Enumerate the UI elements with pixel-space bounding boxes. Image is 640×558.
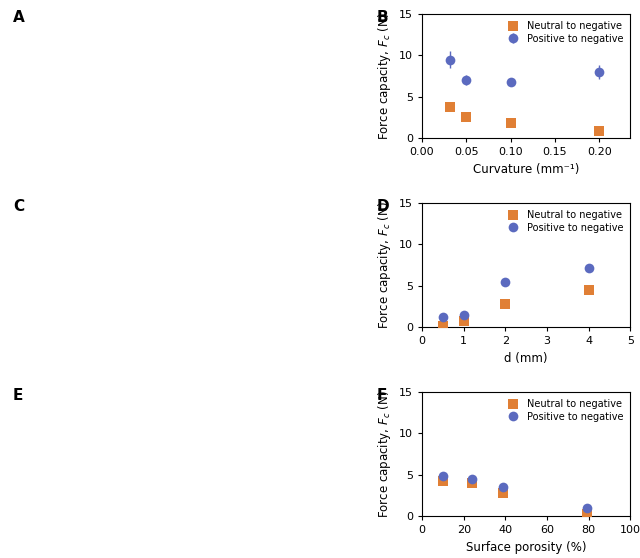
Text: C: C: [13, 199, 24, 214]
Legend: Neutral to negative, Positive to negative: Neutral to negative, Positive to negativ…: [502, 208, 625, 234]
Legend: Neutral to negative, Positive to negative: Neutral to negative, Positive to negativ…: [502, 19, 625, 46]
X-axis label: d (mm): d (mm): [504, 352, 548, 365]
Neutral to negative: [467, 479, 477, 488]
Text: F: F: [376, 388, 387, 403]
Neutral to negative: [438, 321, 448, 330]
Neutral to negative: [500, 300, 511, 309]
Text: A: A: [13, 10, 24, 25]
Y-axis label: Force capacity, $F_c$ (N): Force capacity, $F_c$ (N): [376, 12, 394, 140]
Text: D: D: [376, 199, 389, 214]
Neutral to negative: [506, 119, 516, 128]
Neutral to negative: [445, 102, 456, 111]
Neutral to negative: [582, 509, 592, 518]
Y-axis label: Force capacity, $F_c$ (N): Force capacity, $F_c$ (N): [376, 201, 394, 329]
X-axis label: Surface porosity (%): Surface porosity (%): [466, 541, 586, 554]
Neutral to negative: [461, 112, 472, 121]
Neutral to negative: [438, 477, 448, 486]
Text: E: E: [13, 388, 23, 403]
Y-axis label: Force capacity, $F_c$ (N): Force capacity, $F_c$ (N): [376, 390, 394, 518]
Neutral to negative: [498, 488, 508, 497]
X-axis label: Curvature (mm⁻¹): Curvature (mm⁻¹): [473, 163, 579, 176]
Neutral to negative: [459, 316, 469, 325]
Neutral to negative: [595, 126, 605, 135]
Neutral to negative: [584, 286, 594, 295]
Text: B: B: [376, 10, 388, 25]
Legend: Neutral to negative, Positive to negative: Neutral to negative, Positive to negativ…: [502, 397, 625, 424]
